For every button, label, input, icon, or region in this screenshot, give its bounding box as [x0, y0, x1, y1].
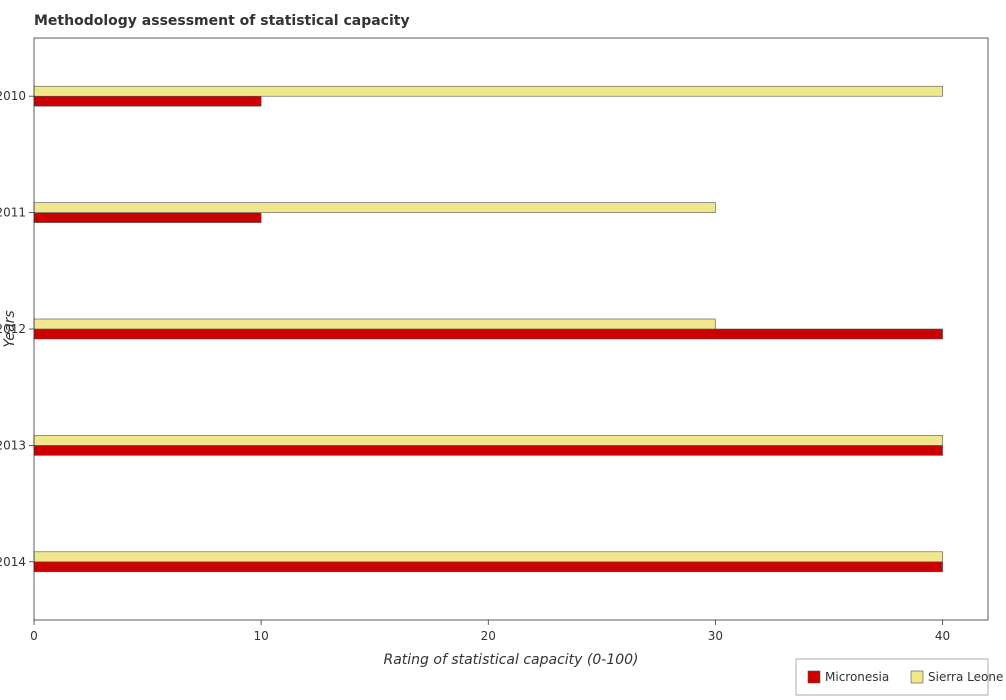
bar-sierra-leone-2010 [33, 85, 943, 97]
bar-sierra-leone-2012 [33, 318, 716, 330]
x-tick-label: 30 [708, 629, 723, 643]
legend-label-sierra-leone: Sierra Leone [928, 670, 1003, 684]
x-tick-label: 40 [935, 629, 950, 643]
bar-micronesia-2013 [33, 445, 943, 456]
legend-swatch-sierra-leone [910, 670, 924, 684]
y-tick-label: 2014 [0, 555, 26, 569]
bar-micronesia-2012 [33, 328, 943, 340]
bar-sierra-leone-2011 [33, 202, 716, 213]
y-tick-label: 2011 [0, 206, 26, 220]
legend-label-micronesia: Micronesia [825, 670, 889, 684]
bar-micronesia-2014 [33, 561, 943, 573]
bar-sierra-leone-2014 [33, 551, 943, 563]
bar-micronesia-2010 [33, 95, 262, 107]
bar-sierra-leone-2013 [33, 435, 943, 446]
x-tick-label: 20 [481, 629, 496, 643]
legend-swatch-micronesia [807, 670, 821, 684]
x-tick-label: 0 [30, 629, 38, 643]
bar-micronesia-2011 [33, 212, 262, 223]
y-tick-label: 2012 [0, 322, 26, 336]
x-tick-label: 10 [254, 629, 269, 643]
legend-box [795, 658, 989, 696]
legend: Micronesia Sierra Leone [795, 658, 1003, 696]
y-axis-title: Years [2, 310, 18, 347]
plot-area [33, 85, 943, 573]
x-axis: 0 10 20 30 40 [30, 620, 950, 643]
x-axis-title: Rating of statistical capacity (0-100) [383, 652, 638, 668]
chart-title: Methodology assessment of statistical ca… [34, 13, 410, 29]
y-tick-label: 2010 [0, 89, 26, 103]
